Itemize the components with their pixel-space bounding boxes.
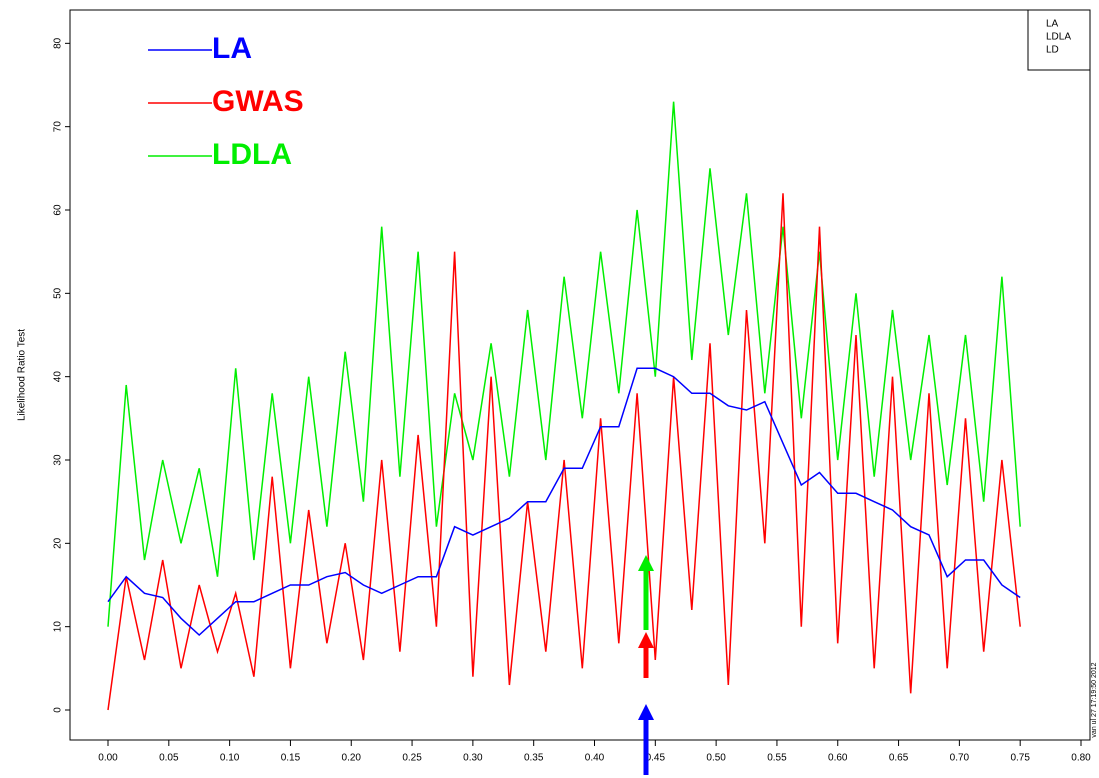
x-tick-label: 0.75 bbox=[1010, 753, 1030, 764]
arrows bbox=[638, 555, 654, 775]
legend-box bbox=[1027, 9, 1091, 71]
arrow-head bbox=[638, 555, 654, 571]
y-tick-label: 40 bbox=[53, 371, 64, 383]
y-axis-label: Likelihood Ratio Test bbox=[17, 329, 28, 421]
series-line bbox=[107, 101, 1021, 627]
x-tick-label: 0.25 bbox=[402, 753, 422, 764]
x-tick-label: 0.50 bbox=[706, 753, 726, 764]
side-note: van ul 27 17:19:50 2012 bbox=[1091, 662, 1098, 737]
y-tick-label: 50 bbox=[53, 287, 64, 299]
x-tick-label: 0.60 bbox=[828, 753, 848, 764]
x-tick-label: 0.70 bbox=[950, 753, 970, 764]
x-tick-label: 0.80 bbox=[1071, 753, 1091, 764]
arrow-head bbox=[638, 704, 654, 720]
arrow-head bbox=[638, 632, 654, 648]
legend-label: GWAS bbox=[212, 85, 304, 118]
y-tick-label: 10 bbox=[53, 621, 64, 633]
y-tick-label: 30 bbox=[53, 454, 64, 466]
legend-label: LA bbox=[212, 32, 252, 65]
x-tick-label: 0.00 bbox=[98, 753, 118, 764]
plot-frame bbox=[69, 9, 1091, 741]
y-tick-label: 70 bbox=[53, 121, 64, 133]
x-tick-label: 0.35 bbox=[524, 753, 544, 764]
series-line bbox=[107, 367, 1021, 637]
y-tick-label: 80 bbox=[53, 37, 64, 49]
y-tick-label: 20 bbox=[53, 537, 64, 549]
x-tick-label: 0.15 bbox=[281, 753, 301, 764]
y-tick-label: 60 bbox=[53, 204, 64, 216]
legend-box-label: LDLA bbox=[1046, 32, 1071, 43]
x-tick-label: 0.05 bbox=[159, 753, 179, 764]
series-line bbox=[107, 193, 1021, 711]
legend-box-label: LD bbox=[1046, 45, 1059, 56]
x-tick-label: 0.65 bbox=[889, 753, 909, 764]
y-tick-label: 0 bbox=[53, 707, 64, 713]
x-tick-label: 0.20 bbox=[342, 753, 362, 764]
x-tick-label: 0.40 bbox=[585, 753, 605, 764]
legend-box-label: LA bbox=[1046, 19, 1059, 30]
x-tick-label: 0.30 bbox=[463, 753, 483, 764]
x-tick-label: 0.10 bbox=[220, 753, 240, 764]
x-tick-label: 0.55 bbox=[767, 753, 787, 764]
x-tick-label: 0.45 bbox=[646, 753, 666, 764]
legend-label: LDLA bbox=[212, 138, 292, 171]
